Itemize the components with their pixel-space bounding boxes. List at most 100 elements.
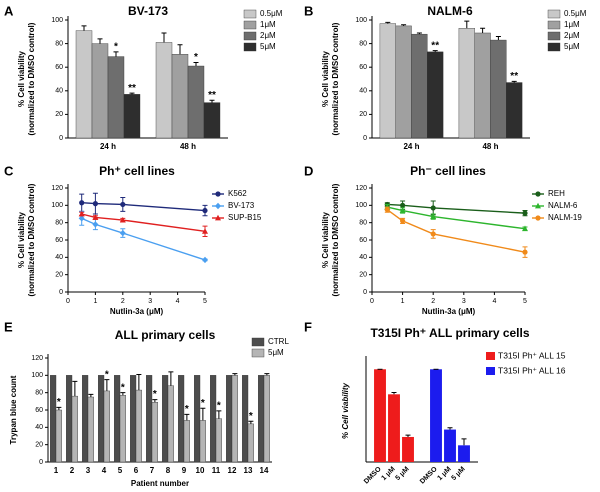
x-tick-label: 13 <box>244 466 253 475</box>
legend-label: NALM-19 <box>548 213 582 222</box>
y-tick-label: 60 <box>35 407 43 414</box>
bar <box>247 423 254 463</box>
x-tick-label: DMSO <box>419 465 439 485</box>
x-tick-label: 0 <box>66 298 70 305</box>
bar <box>50 375 57 463</box>
y-tick-label: 120 <box>355 185 367 192</box>
error-bar <box>248 420 254 424</box>
y-axis-label: % Cell viability <box>321 50 330 107</box>
y-axis-label: Trypan blue count <box>9 375 18 444</box>
error-bar <box>97 38 103 44</box>
y-tick-label: 0 <box>59 289 63 296</box>
error-bar <box>161 32 167 43</box>
bar <box>91 43 109 139</box>
x-tick-label: 2 <box>70 466 75 475</box>
bar <box>199 420 206 463</box>
marker <box>202 207 208 214</box>
x-tick-label: 1 μM <box>380 466 396 482</box>
significance-mark: ** <box>208 90 216 101</box>
marker <box>384 207 390 213</box>
error-bar <box>56 406 62 410</box>
error-bar <box>136 373 142 391</box>
error-bar <box>401 24 407 26</box>
y-tick-label: 20 <box>55 111 63 118</box>
x-tick-label: 6 <box>134 466 139 475</box>
y-axis-label: % Cell viability <box>17 50 26 107</box>
legend-swatch <box>243 9 257 19</box>
y-axis-label: % Cell viability <box>341 382 350 439</box>
bar <box>66 375 73 463</box>
panel-label: B <box>304 3 313 18</box>
error-bar <box>81 25 87 31</box>
y-tick-label: 0 <box>363 289 367 296</box>
x-tick-label: 7 <box>150 466 155 475</box>
y-tick-label: 80 <box>359 40 367 47</box>
bar <box>71 395 78 463</box>
marker <box>535 215 541 221</box>
legend-label: BV-173 <box>228 201 255 210</box>
bar <box>146 375 153 463</box>
legend-label: T315I Ph⁺ ALL 16 <box>498 365 566 375</box>
chart-title: T315I Ph⁺ ALL primary cells <box>370 326 529 340</box>
marker <box>522 210 528 216</box>
bar <box>187 65 205 139</box>
marker <box>430 231 436 237</box>
bar <box>103 390 110 463</box>
line <box>386 209 526 253</box>
marker <box>430 213 437 219</box>
bar <box>458 28 475 139</box>
bar <box>178 375 185 463</box>
legend-swatch <box>486 367 495 375</box>
bar <box>430 369 442 462</box>
error-bar <box>264 373 270 376</box>
error-bar <box>232 373 238 376</box>
panel-label: F <box>304 319 312 334</box>
bar <box>388 394 400 462</box>
significance-mark: * <box>194 52 198 63</box>
legend-swatch <box>547 42 561 52</box>
y-axis-label: % Cell viability <box>17 211 26 268</box>
panel-label: D <box>304 163 313 178</box>
bar <box>119 395 126 463</box>
bar <box>98 375 105 463</box>
significance-mark: * <box>105 369 109 380</box>
significance-mark: * <box>153 389 157 400</box>
chart-title: NALM-6 <box>427 4 473 18</box>
marker <box>400 202 406 208</box>
bar <box>167 385 174 463</box>
y-tick-label: 0 <box>39 459 43 466</box>
line <box>387 206 526 230</box>
y-tick-label: 120 <box>51 185 63 192</box>
marker <box>202 228 208 234</box>
marker <box>399 207 406 213</box>
bar <box>210 375 217 463</box>
y-tick-label: 60 <box>55 64 63 71</box>
y-tick-label: 20 <box>35 442 43 449</box>
y-tick-label: 80 <box>55 40 63 47</box>
error-bar <box>177 44 183 55</box>
marker <box>92 221 99 228</box>
significance-mark: ** <box>128 83 136 94</box>
error-bar <box>464 20 470 29</box>
x-tick-label: 1 <box>93 298 97 305</box>
legend-swatch <box>547 20 561 30</box>
legend-label: 5μM <box>564 42 580 51</box>
bar <box>379 23 396 139</box>
x-tick-label: 1 <box>54 466 59 475</box>
bar <box>411 33 428 139</box>
bar <box>215 418 222 463</box>
bar <box>130 375 137 463</box>
error-bar <box>152 399 158 403</box>
error-bar <box>385 21 391 24</box>
x-tick-label: 5 μM <box>394 466 410 482</box>
marker <box>202 256 208 264</box>
error-bar <box>495 36 501 41</box>
error-bar <box>168 371 174 386</box>
bar <box>183 420 190 463</box>
y-tick-label: 0 <box>59 135 63 142</box>
legend-swatch <box>243 31 257 41</box>
error-bar <box>113 51 119 57</box>
error-bar <box>104 379 110 391</box>
significance-mark: * <box>121 382 125 393</box>
marker <box>119 216 126 223</box>
